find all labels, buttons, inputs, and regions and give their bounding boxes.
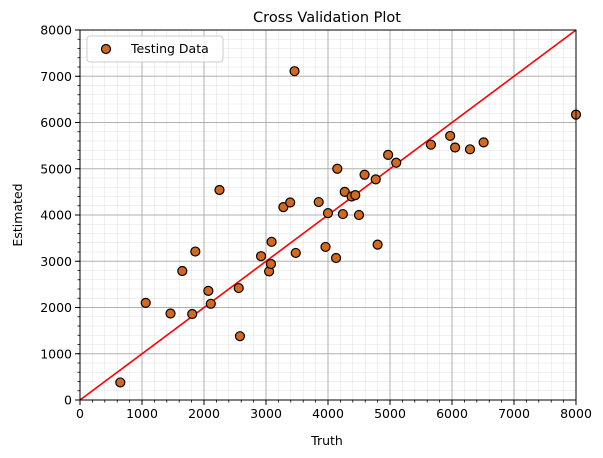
data-point (265, 258, 277, 270)
data-point (203, 285, 214, 296)
data-point (320, 241, 331, 253)
data-point (359, 169, 370, 180)
data-point (290, 247, 301, 259)
y-tick-label: 2000 (40, 300, 72, 315)
data-point (332, 163, 343, 174)
data-point (255, 251, 267, 262)
legend-box (86, 35, 224, 63)
y-tick-label: 1000 (40, 346, 72, 361)
y-tick-label: 3000 (40, 254, 72, 269)
x-tick-label: 7000 (498, 406, 530, 421)
x-tick-label: 0 (76, 406, 84, 421)
data-point (187, 308, 198, 320)
data-point (266, 236, 277, 247)
x-axis-ticks: 0 1000 2000 3000 4000 5000 6000 7000 8000 (76, 400, 592, 421)
data-point (115, 377, 126, 388)
y-tick-label: 6000 (40, 115, 72, 130)
data-point (278, 202, 289, 213)
data-point (339, 186, 350, 197)
legend-label: Testing Data (130, 41, 209, 56)
data-point (233, 282, 244, 294)
data-point (205, 298, 216, 309)
data-point (214, 184, 225, 196)
y-tick-label: 5000 (40, 161, 72, 176)
x-axis-label: Truth (310, 433, 343, 448)
data-point (285, 197, 296, 208)
data-point (372, 239, 383, 250)
y-tick-label: 8000 (40, 23, 72, 38)
data-point (450, 142, 461, 153)
data-point (391, 157, 402, 168)
legend: Testing Data (86, 35, 224, 63)
x-tick-label: 4000 (312, 406, 344, 421)
x-tick-label: 1000 (126, 406, 158, 421)
data-point (190, 246, 201, 257)
x-tick-label: 3000 (250, 406, 282, 421)
data-point (370, 174, 381, 185)
y-axis-label: Estimated (10, 183, 25, 246)
data-point (337, 208, 348, 220)
data-point (289, 66, 300, 77)
x-tick-label: 8000 (560, 406, 592, 421)
data-point (445, 130, 456, 142)
data-point (350, 190, 361, 201)
data-point (140, 297, 151, 308)
data-point (353, 209, 365, 221)
data-point (330, 252, 342, 264)
y-tick-label: 4000 (40, 208, 72, 223)
data-points (115, 66, 582, 388)
y-axis-ticks: 0 1000 2000 3000 4000 5000 6000 7000 8000 (40, 23, 80, 408)
x-tick-label: 2000 (188, 406, 220, 421)
chart-title: Cross Validation Plot (253, 10, 401, 26)
data-point (313, 196, 324, 208)
data-point (478, 137, 489, 148)
data-point (165, 308, 176, 319)
y-tick-label: 0 (64, 393, 72, 408)
legend-marker (100, 43, 112, 55)
data-point (177, 265, 188, 277)
x-tick-label: 6000 (436, 406, 468, 421)
data-point (464, 144, 476, 155)
data-point (234, 331, 246, 342)
data-point (322, 208, 334, 219)
y-tick-label: 7000 (40, 69, 72, 84)
data-point (383, 149, 394, 160)
x-tick-label: 5000 (374, 406, 406, 421)
data-point (425, 139, 437, 150)
